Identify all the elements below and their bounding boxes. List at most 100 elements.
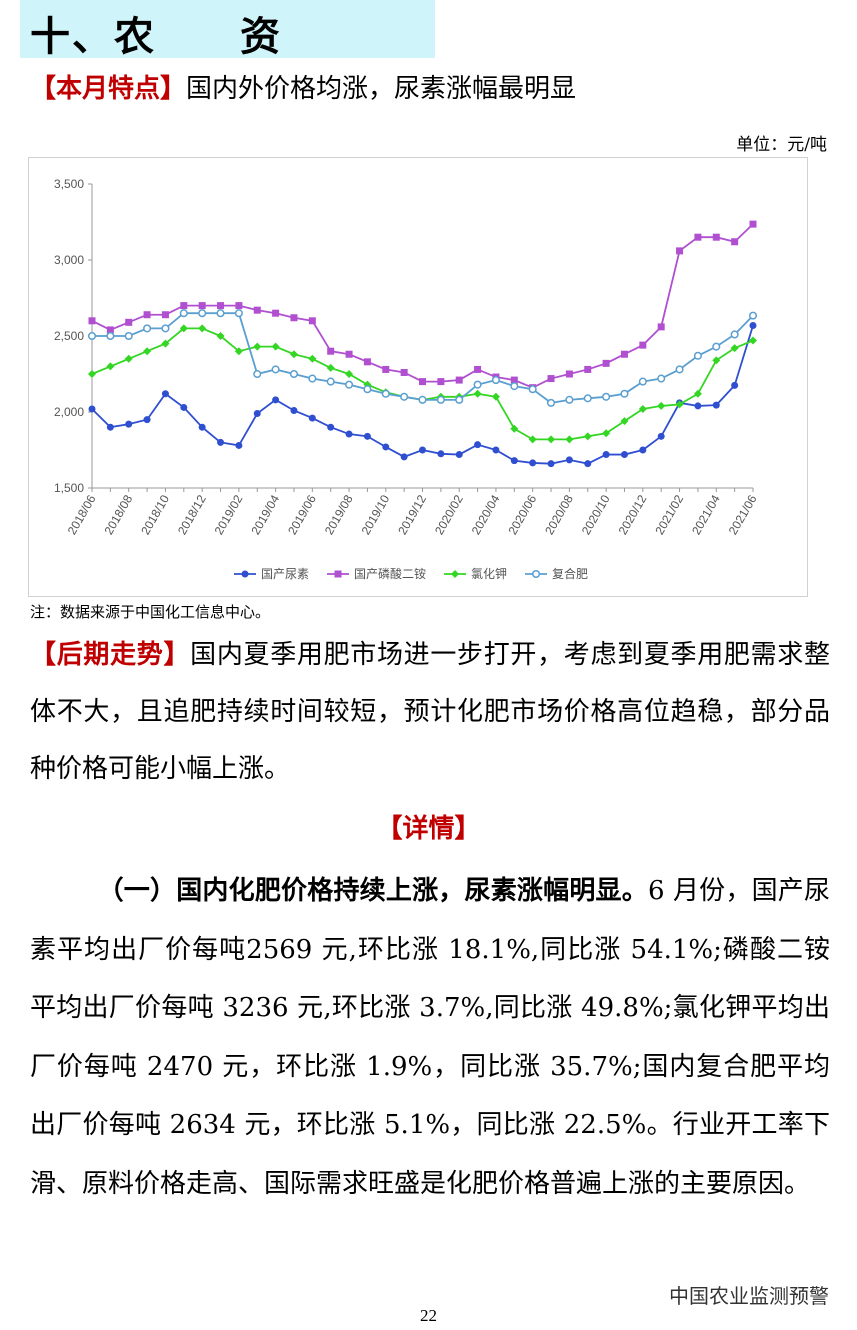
data-point xyxy=(474,365,482,373)
x-tick-label: 2018/12 xyxy=(175,492,209,537)
data-point xyxy=(437,378,445,386)
watermark: 中国农业监测预警 xyxy=(669,1284,829,1308)
data-point xyxy=(363,432,371,440)
data-point xyxy=(161,390,169,398)
data-point xyxy=(418,395,427,404)
x-tick-label: 2019/06 xyxy=(285,492,319,537)
data-point xyxy=(638,377,647,386)
data-point xyxy=(731,381,739,389)
data-point xyxy=(271,342,280,351)
x-tick-label: 2020/12 xyxy=(616,492,650,537)
data-point xyxy=(88,317,96,325)
data-point xyxy=(308,354,317,363)
data-point xyxy=(620,350,628,358)
data-point xyxy=(584,460,592,468)
data-point xyxy=(289,369,299,379)
data-point xyxy=(510,457,518,465)
data-point xyxy=(694,402,702,410)
data-point xyxy=(198,423,206,431)
data-point xyxy=(87,331,97,341)
data-point xyxy=(639,341,647,349)
data-point xyxy=(345,370,354,378)
data-point xyxy=(419,446,426,454)
data-point xyxy=(382,365,390,373)
data-point xyxy=(125,420,133,428)
x-tick-label: 2019/10 xyxy=(359,492,393,537)
data-point xyxy=(327,423,335,431)
unit: 单位：元/吨 xyxy=(736,135,827,155)
data-point xyxy=(602,392,611,401)
data-point xyxy=(657,323,665,331)
x-tick-label: 2020/04 xyxy=(469,492,503,537)
outlook: 【后期走势】国内夏季用肥市场进一步打开，考虑到夏季用肥需求整体不大，且追肥持续时… xyxy=(30,627,830,798)
data-point xyxy=(510,424,519,433)
title-background xyxy=(20,0,435,58)
data-point xyxy=(602,429,611,438)
data-point xyxy=(253,306,261,314)
legend-marker xyxy=(531,569,541,579)
data-point xyxy=(546,398,556,407)
x-tick-label: 2021/06 xyxy=(726,492,760,537)
data-point xyxy=(602,451,610,459)
data-point xyxy=(620,451,628,459)
data-point xyxy=(547,460,555,468)
x-tick-label: 2019/02 xyxy=(212,492,246,537)
x-tick-label: 2018/10 xyxy=(138,492,172,537)
data-point xyxy=(363,385,372,394)
data-point xyxy=(565,456,573,464)
data-point xyxy=(749,220,757,228)
data-point xyxy=(88,370,96,378)
data-point xyxy=(748,311,758,320)
data-point xyxy=(400,392,409,401)
data-point xyxy=(143,347,152,356)
feature-text: 国内外价格均涨，尿素涨幅最明显 xyxy=(186,74,577,104)
data-point xyxy=(161,311,169,319)
data-point xyxy=(217,302,225,310)
data-point xyxy=(657,401,666,410)
data-point xyxy=(565,370,573,378)
page-number: 22 xyxy=(420,1306,437,1325)
data-point xyxy=(308,317,316,325)
data-point xyxy=(217,438,225,446)
data-point xyxy=(657,432,665,440)
details-text: 6 月份，国产尿素平均出厂价每吨2569 元,环比涨 18.1%,同比涨 54.… xyxy=(30,876,830,1199)
data-point xyxy=(308,374,317,383)
data-point xyxy=(216,309,225,318)
section-title: 十、农 资 xyxy=(30,14,282,60)
data-point xyxy=(290,314,298,322)
data-point xyxy=(749,336,757,345)
data-point xyxy=(730,330,739,339)
series-line xyxy=(92,312,754,404)
data-point xyxy=(547,435,556,444)
data-point xyxy=(272,309,280,317)
data-point xyxy=(565,395,574,404)
data-point xyxy=(124,354,133,363)
data-point xyxy=(455,376,463,384)
x-tick-label: 2018/08 xyxy=(102,492,136,537)
data-point xyxy=(657,374,666,383)
data-point xyxy=(198,302,206,310)
data-point xyxy=(198,309,207,318)
data-point xyxy=(234,347,243,356)
source-note: 注：数据来源于中国化工信息中心。 xyxy=(30,603,271,621)
data-point xyxy=(675,400,684,409)
x-tick-label: 2018/06 xyxy=(65,492,99,537)
series-line xyxy=(91,223,754,389)
data-point xyxy=(675,365,684,374)
x-tick-label: 2021/02 xyxy=(652,492,686,537)
data-point xyxy=(198,324,207,333)
data-point xyxy=(693,389,702,398)
data-point xyxy=(437,450,445,458)
data-point xyxy=(731,238,739,246)
data-point xyxy=(88,405,96,413)
data-point xyxy=(602,359,610,367)
x-tick-label: 2021/04 xyxy=(689,492,723,537)
legend-label: 国产磷酸二铵 xyxy=(354,566,426,581)
x-tick-label: 2019/08 xyxy=(322,492,356,537)
data-point xyxy=(216,332,225,340)
data-point xyxy=(620,389,629,398)
y-tick-label: 1,500 xyxy=(54,481,84,495)
data-point xyxy=(235,441,243,449)
data-point xyxy=(712,342,721,351)
